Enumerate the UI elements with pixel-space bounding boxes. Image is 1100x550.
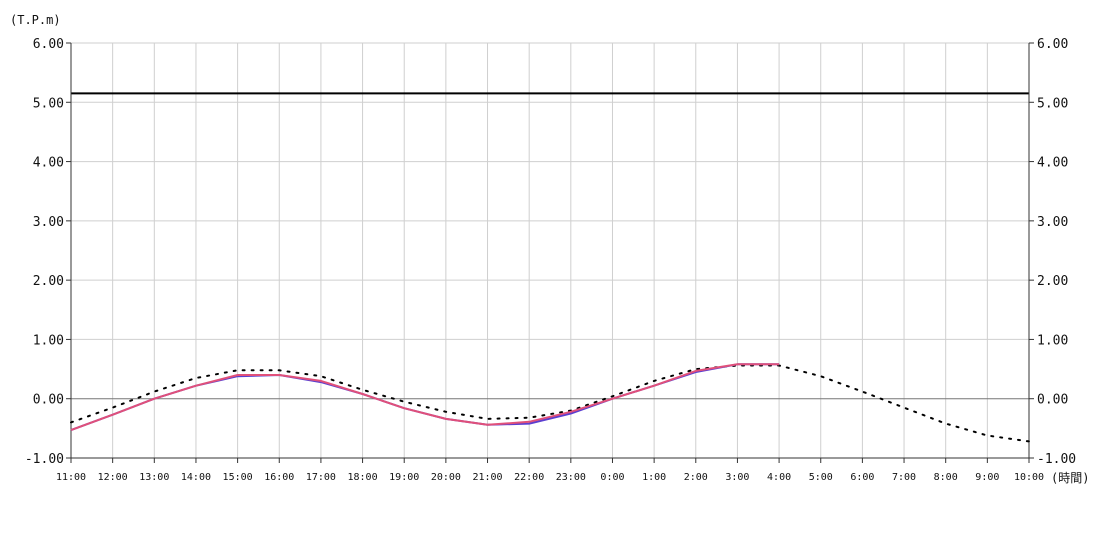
y-tick-label-right: 4.00 <box>1037 156 1068 171</box>
x-tick-label: 12:00 <box>98 472 128 483</box>
series-layer <box>70 363 1030 443</box>
grid-lines <box>70 42 1030 459</box>
x-tick-label: 19:00 <box>389 472 419 483</box>
y-tick-label-left: 5.00 <box>33 96 64 111</box>
x-tick-label: 16:00 <box>264 472 294 483</box>
x-tick-label: 9:00 <box>975 472 999 483</box>
x-tick-label: 14:00 <box>181 472 211 483</box>
x-tick-label: 4:00 <box>767 472 791 483</box>
x-tick-label: 0:00 <box>600 472 624 483</box>
x-tick-label: 21:00 <box>472 472 502 483</box>
y-tick-label-left: 4.00 <box>33 156 64 171</box>
x-tick-label: 23:00 <box>556 472 586 483</box>
x-tick-label: 5:00 <box>809 472 833 483</box>
series-line-blue <box>70 363 780 432</box>
y-tick-label-left: -1.00 <box>25 452 64 467</box>
series-line-dotted <box>70 364 1030 443</box>
y-tick-label-left: 6.00 <box>33 37 64 52</box>
y-tick-label-right: 0.00 <box>1037 393 1068 408</box>
x-tick-label: 6:00 <box>850 472 874 483</box>
x-tick-label: 18:00 <box>348 472 378 483</box>
x-tick-label: 20:00 <box>431 472 461 483</box>
y-tick-label-left: 3.00 <box>33 215 64 230</box>
y-tick-label-right: 1.00 <box>1037 333 1068 348</box>
series-line-pink <box>70 363 780 432</box>
x-tick-label: 13:00 <box>139 472 169 483</box>
x-tick-label: 17:00 <box>306 472 336 483</box>
y-tick-label-left: 0.00 <box>33 393 64 408</box>
x-tick-label: 10:00 <box>1014 472 1044 483</box>
x-tick-label: 8:00 <box>934 472 958 483</box>
y-tick-label-right: 2.00 <box>1037 274 1068 289</box>
y-tick-label-right: -1.00 <box>1037 452 1076 467</box>
y-tick-label-left: 1.00 <box>33 333 64 348</box>
x-tick-label: 22:00 <box>514 472 544 483</box>
y-tick-label-right: 6.00 <box>1037 37 1068 52</box>
y-axis-unit-label: (T.P.m) <box>10 13 61 27</box>
x-tick-label: 1:00 <box>642 472 666 483</box>
x-tick-label: 7:00 <box>892 472 916 483</box>
y-tick-label-left: 2.00 <box>33 274 64 289</box>
x-axis-unit-label: (時間) <box>1051 471 1089 485</box>
y-tick-label-right: 3.00 <box>1037 215 1068 230</box>
x-tick-label: 15:00 <box>223 472 253 483</box>
tick-labels: 11:00 12:00 13:00 14:00 15:00 16:00 17:00 18:00… <box>25 37 1076 483</box>
x-tick-label: 3:00 <box>725 472 749 483</box>
x-tick-label: 2:00 <box>684 472 708 483</box>
x-tick-label: 11:00 <box>56 472 86 483</box>
axes <box>66 42 1034 463</box>
y-tick-label-right: 5.00 <box>1037 96 1068 111</box>
